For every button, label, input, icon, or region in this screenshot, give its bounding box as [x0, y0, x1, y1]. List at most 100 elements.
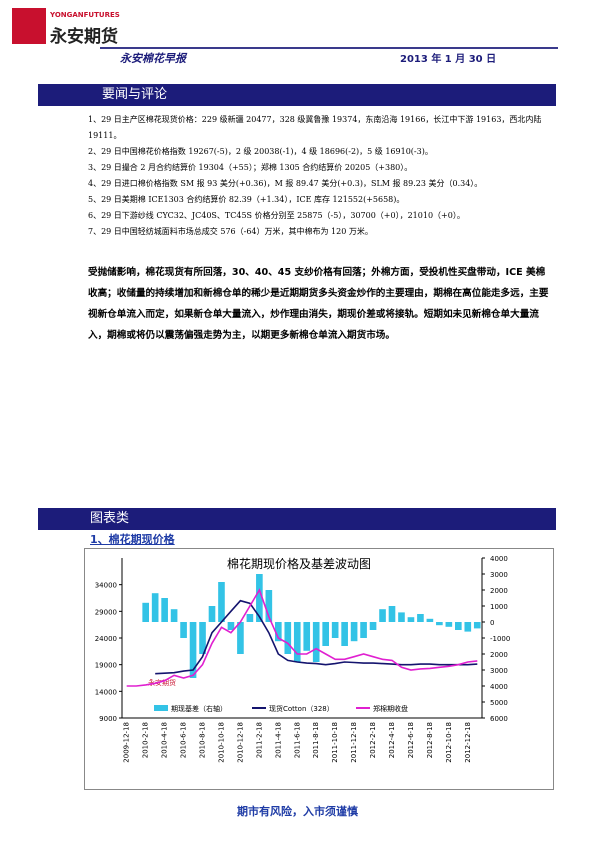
- basis-bar: [142, 602, 149, 622]
- chart-title: 棉花期现价格及基差波动图: [227, 556, 371, 571]
- news-list: 1、29 日主产区棉花现货价格：229 级新疆 20477，328 级冀鲁豫 1…: [88, 112, 548, 240]
- news-item: 5、29 日美期棉 ICE1303 合约结算价 82.39（+1.34），ICE…: [88, 195, 405, 204]
- x-tick-label: 2011-10-18: [331, 722, 339, 763]
- y-tick-label: 34000: [95, 582, 117, 590]
- x-tick-label: 2010-4-18: [161, 722, 169, 758]
- x-tick-label: 2010-10-18: [217, 722, 225, 763]
- x-tick-label: 2012-2-18: [369, 722, 377, 758]
- footer-note: 期市有风险，入市须谨慎: [237, 805, 358, 818]
- report-title: 永安棉花早报: [120, 52, 186, 65]
- basis-bar: [464, 622, 472, 632]
- basis-bar: [417, 614, 424, 622]
- basis-bar: [199, 622, 206, 654]
- y-tick-label: 14000: [95, 688, 117, 696]
- y2-tick-label: 3000: [490, 667, 508, 675]
- basis-bar: [426, 618, 434, 622]
- basis-bar: [331, 622, 339, 638]
- section-title: 图表类: [90, 511, 130, 526]
- logo-en: YONGANFUTURES: [50, 11, 120, 19]
- basis-bar: [341, 622, 348, 646]
- legend-label: 现货Cotton（328）: [269, 704, 334, 713]
- news-item: 1、29 日主产区棉花现货价格：229 级新疆 20477，328 级冀鲁豫 1…: [88, 115, 542, 140]
- x-tick-label: 2011-6-18: [293, 722, 301, 758]
- x-tick-label: 2010-8-18: [199, 722, 207, 758]
- chart: 棉花期现价格及基差波动图 永安期货 9000 14000 19000 24000 290…: [84, 548, 554, 790]
- y-tick-label: 9000: [99, 715, 117, 723]
- y2-tick-label: 0: [490, 619, 494, 627]
- basis-bar: [189, 622, 197, 678]
- x-tick-label: 2011-4-18: [274, 722, 282, 758]
- y2-tick-label: 4000: [490, 555, 508, 563]
- basis-bar: [293, 622, 301, 662]
- x-tick-label: 2010-12-18: [236, 722, 244, 763]
- chart-watermark: 永安期货: [148, 678, 176, 687]
- basis-bar: [275, 622, 282, 642]
- basis-bar: [256, 574, 263, 622]
- section-bar: 要闻与评论: [38, 84, 556, 106]
- legend-label: 期现基差（右轴）: [171, 704, 227, 713]
- basis-bar: [218, 582, 225, 622]
- x-tick-label: 2010-2-18: [142, 722, 150, 758]
- y-tick-label: 24000: [95, 635, 117, 643]
- basis-bar: [350, 622, 358, 642]
- y2-tick-label: 4000: [490, 683, 508, 691]
- news-item: 3、29 日撮合 2 月合约结算价 19304（+55）；郑棉 1305 合约结…: [88, 163, 413, 172]
- basis-bar: [388, 606, 396, 622]
- basis-bar: [360, 622, 367, 638]
- chart-frame: [84, 548, 554, 790]
- news-item: 2、29 日中国棉花价格指数 19267(-5)，2 级 20038(-1)，4…: [88, 147, 433, 156]
- basis-bar: [407, 617, 415, 622]
- y-tick-label: 19000: [95, 662, 117, 670]
- y2-tick-label: 6000: [490, 715, 508, 723]
- report-date: 2013 年 1 月 30 日: [400, 54, 497, 65]
- x-tick-label: 2012-10-18: [445, 722, 453, 763]
- x-tick-label: 2009-12-18: [123, 722, 131, 763]
- news-item: 7、29 日中国轻纺城面料市场总成交 576（-64）万米，其中棉布为 120 …: [88, 227, 373, 236]
- x-tick-label: 2012-8-18: [426, 722, 434, 758]
- header-rule: [100, 47, 558, 49]
- basis-bar: [369, 622, 377, 630]
- logo-cn: 永安期货: [50, 27, 118, 47]
- x-tick-label: 2011-2-18: [255, 722, 263, 758]
- basis-bar: [445, 622, 453, 627]
- section-title: 要闻与评论: [102, 87, 168, 102]
- basis-bar: [398, 612, 405, 622]
- y2-tick-label: 1000: [490, 603, 508, 611]
- basis-bar: [161, 598, 168, 622]
- basis-bar: [246, 614, 254, 622]
- x-tick-label: 2011-8-18: [312, 722, 320, 758]
- basis-bar: [455, 622, 462, 630]
- x-tick-label: 2010-6-18: [180, 722, 188, 758]
- y-tick-label: 29000: [95, 608, 117, 616]
- x-tick-label: 2012-6-18: [407, 722, 415, 758]
- x-tick-label: 2012-12-18: [464, 722, 472, 763]
- basis-bar: [284, 622, 292, 654]
- x-tick-label: 2012-4-18: [388, 722, 396, 758]
- legend-swatch: [154, 705, 168, 711]
- news-item: 6、29 日下游纱线 CYC32、JC40S、TC45S 价格分别至 25875…: [88, 211, 465, 220]
- basis-bar: [170, 609, 178, 622]
- legend-label: 郑棉期收盘: [373, 704, 408, 713]
- basis-bar: [208, 606, 216, 622]
- basis-bar: [473, 622, 481, 629]
- x-tick-label: 2011-12-18: [350, 722, 358, 763]
- basis-bar: [436, 622, 443, 626]
- chart-subtitle: 1、棉花期现价格: [90, 533, 175, 546]
- basis-bar: [237, 622, 244, 654]
- basis-bar: [180, 622, 187, 638]
- basis-bar: [151, 593, 159, 622]
- y2-tick-label: 2000: [490, 651, 508, 659]
- basis-bar: [227, 622, 235, 630]
- basis-bar: [312, 622, 320, 662]
- basis-bar: [265, 590, 273, 622]
- news-item: 4、29 日进口棉价格指数 SM 报 93 美分(+0.36)，M 报 89.4…: [88, 179, 483, 188]
- basis-bar: [303, 622, 311, 651]
- commentary: 受抛储影响，棉花现货有所回落，30、40、45 支纱价格有回落；外棉方面，受投机…: [88, 267, 549, 341]
- y2-tick-label: 3000: [490, 571, 508, 579]
- y2-tick-label: 5000: [490, 699, 508, 707]
- basis-bar: [322, 622, 329, 646]
- y2-tick-label: -1000: [490, 635, 510, 643]
- basis-bar: [379, 609, 386, 622]
- section-bar: 图表类: [38, 508, 556, 530]
